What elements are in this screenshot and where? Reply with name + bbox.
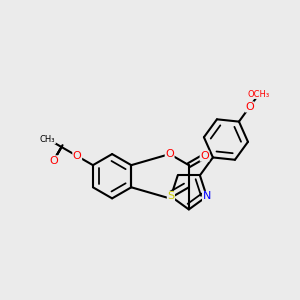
Text: S: S [167, 191, 175, 201]
Text: CH₃: CH₃ [40, 134, 56, 143]
Text: N: N [202, 191, 211, 201]
Text: OCH₃: OCH₃ [248, 89, 270, 98]
Text: O: O [49, 156, 58, 166]
Text: O: O [165, 149, 174, 159]
Text: O: O [245, 102, 254, 112]
Text: O: O [200, 151, 209, 161]
Text: O: O [73, 151, 82, 161]
